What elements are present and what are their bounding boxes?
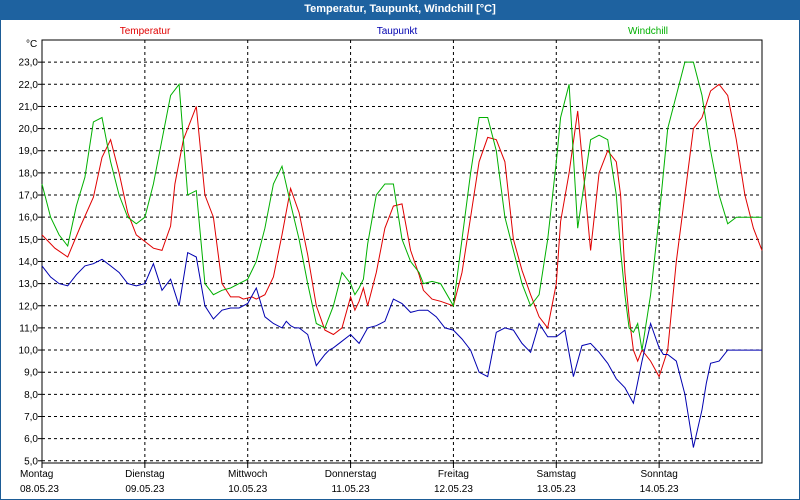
y-tick-label: 9,0 <box>24 368 38 379</box>
series-line-taupunkt <box>41 251 762 448</box>
y-axis-ticks: 5,0 6,0 7,0 8,0 9,0 10,0 11,0 12,0 13,0 14,0 15,0 1… <box>19 58 42 467</box>
y-tick-label: 23,0 <box>19 58 39 69</box>
x-date-label: 08.05.23 <box>20 484 59 495</box>
x-day-label: Dienstag <box>125 469 164 480</box>
y-tick-label: 16,0 <box>19 213 39 224</box>
x-axis-ticks: Montag 08.05.23 Dienstag 09.05.23 Mittwoch 10… <box>20 463 679 495</box>
y-tick-label: 12,0 <box>19 301 39 312</box>
y-tick-label: 7,0 <box>24 412 38 423</box>
x-date-label: 11.05.23 <box>331 484 370 495</box>
x-date-label: 09.05.23 <box>125 484 164 495</box>
x-day-label: Sonntag <box>641 469 678 480</box>
x-day-label: Montag <box>20 469 53 480</box>
grid <box>41 39 763 464</box>
y-tick-label: 18,0 <box>19 168 39 179</box>
y-tick-label: 13,0 <box>19 279 39 290</box>
y-axis-unit: °C <box>26 39 37 50</box>
y-tick-label: 10,0 <box>19 346 39 357</box>
x-day-label: Donnerstag <box>325 469 377 480</box>
x-date-label: 10.05.23 <box>228 484 267 495</box>
y-tick-label: 15,0 <box>19 235 39 246</box>
y-tick-label: 19,0 <box>19 146 39 157</box>
series-line-temperatur <box>41 83 763 378</box>
x-day-label: Samstag <box>537 469 576 480</box>
y-tick-label: 14,0 <box>19 257 39 268</box>
legend-windchill: Windchill <box>628 26 668 37</box>
series-line-windchill <box>41 61 762 351</box>
x-date-label: 13.05.23 <box>537 484 576 495</box>
plot-area <box>41 39 763 464</box>
x-date-label: 14.05.23 <box>640 484 679 495</box>
legend: Temperatur Taupunkt Windchill <box>120 26 668 37</box>
y-tick-label: 21,0 <box>19 102 39 113</box>
y-tick-label: 20,0 <box>19 124 39 135</box>
x-day-label: Freitag <box>438 469 469 480</box>
x-day-label: Mittwoch <box>228 469 267 480</box>
y-tick-label: 8,0 <box>24 390 38 401</box>
y-tick-label: 17,0 <box>19 191 39 202</box>
y-tick-label: 5,0 <box>24 456 38 467</box>
window-title: Temperatur, Taupunkt, Windchill [°C] <box>0 0 800 20</box>
legend-taupunkt: Taupunkt <box>377 26 418 37</box>
x-date-label: 12.05.23 <box>434 484 473 495</box>
y-tick-label: 22,0 <box>19 80 39 91</box>
y-tick-label: 11,0 <box>19 323 38 334</box>
legend-temperatur: Temperatur <box>120 26 171 37</box>
series-group <box>41 61 763 448</box>
y-tick-label: 6,0 <box>24 434 38 445</box>
